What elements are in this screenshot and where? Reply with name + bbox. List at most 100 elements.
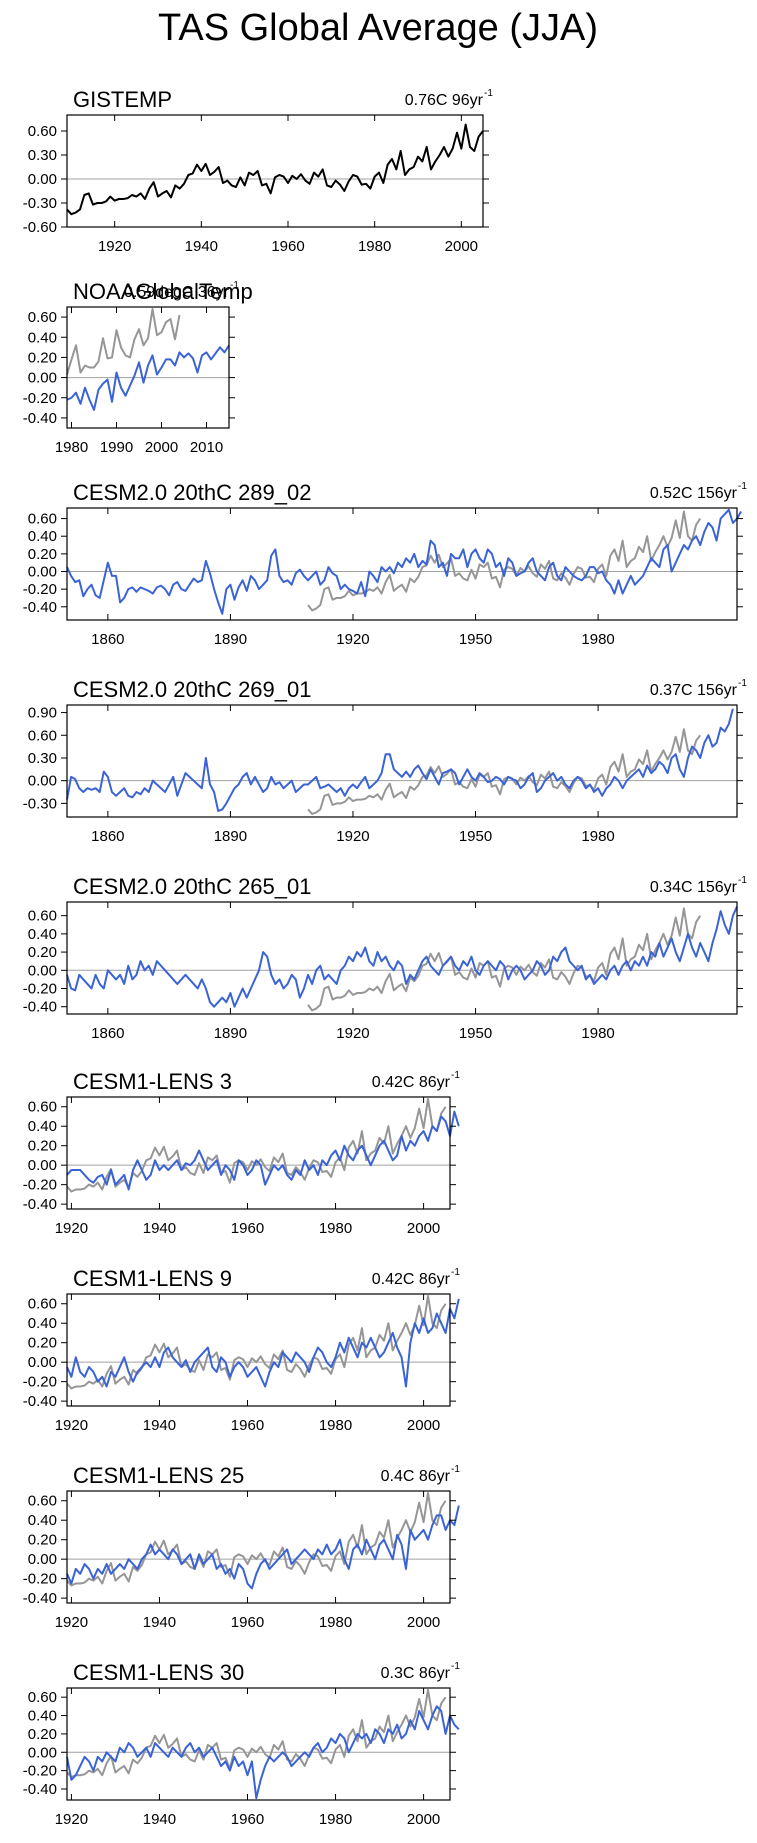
trend-exponent: -1 <box>738 678 747 689</box>
y-tick-label: -0.20 <box>23 1374 57 1391</box>
x-tick-label: 1980 <box>319 1220 352 1237</box>
x-tick-label: 1960 <box>231 1614 264 1631</box>
plot-frame <box>66 114 484 228</box>
plot-frame <box>66 704 738 818</box>
y-tick-label: 0.40 <box>28 1512 57 1529</box>
plot-frame <box>66 507 738 621</box>
y-tick-label: -0.40 <box>23 1781 57 1798</box>
plot-frame <box>66 306 230 429</box>
x-tick-label: 1860 <box>91 631 124 648</box>
trend-exponent: -1 <box>451 1661 460 1672</box>
trend-label: 0.59degC 36yr <box>124 284 230 301</box>
y-tick-label: 0.20 <box>28 944 57 961</box>
x-tick-label: 1940 <box>143 1417 176 1434</box>
x-tick-label: 1980 <box>581 828 614 845</box>
series-line-observed <box>66 123 484 216</box>
series-line-model <box>66 1705 460 1800</box>
series-line-reference <box>66 1688 447 1779</box>
x-tick-label: 2000 <box>407 1811 440 1828</box>
chart-title: CESM1-LENS 9 <box>73 1266 232 1291</box>
x-tick-label: 1860 <box>91 828 124 845</box>
x-tick-label: 1920 <box>336 631 369 648</box>
x-tick-label: 1920 <box>55 1220 88 1237</box>
y-tick-label: 0.20 <box>28 1726 57 1743</box>
trend-exponent: -1 <box>230 280 239 291</box>
x-tick-label: 2000 <box>407 1614 440 1631</box>
y-tick-label: -0.20 <box>23 581 57 598</box>
x-tick-label: 1980 <box>55 439 88 456</box>
y-tick-label: 0.00 <box>28 1354 57 1371</box>
x-tick-label: 1980 <box>319 1417 352 1434</box>
plot-frame <box>66 901 738 1015</box>
x-tick-label: 1960 <box>271 238 304 255</box>
chart-panel-8: CESM1-LENS 25 0.4C 86yr -1 1920 1940 1960 1980… <box>23 1463 461 1631</box>
trend-label: 0.3C 86yr <box>381 1665 451 1682</box>
y-tick-label: 0.20 <box>28 1532 57 1549</box>
y-tick-label: 0.00 <box>28 962 57 979</box>
x-tick-label: 1980 <box>319 1811 352 1828</box>
series-line-model <box>66 1110 460 1191</box>
chart-panel-7: CESM1-LENS 9 0.42C 86yr -1 1920 1940 1960 1980… <box>23 1266 461 1434</box>
y-tick-label: -0.60 <box>23 219 57 236</box>
chart-title: CESM1-LENS 3 <box>73 1069 232 1094</box>
x-tick-label: 1920 <box>55 1614 88 1631</box>
x-tick-label: 1860 <box>91 1025 124 1042</box>
y-tick-label: 0.20 <box>28 349 57 366</box>
plot-frame <box>66 1687 451 1801</box>
trend-exponent: -1 <box>484 88 493 99</box>
series-line-model <box>66 906 738 1008</box>
y-tick-label: 0.30 <box>28 147 57 164</box>
x-tick-label: 1960 <box>231 1417 264 1434</box>
x-tick-label: 1890 <box>214 828 247 845</box>
series-line-model <box>66 344 230 411</box>
trend-label: 0.42C 86yr <box>372 1074 451 1091</box>
y-tick-label: 0.30 <box>28 750 57 767</box>
chart-panel-9: CESM1-LENS 30 0.3C 86yr -1 1920 1940 1960 1980… <box>23 1660 461 1828</box>
trend-exponent: -1 <box>451 1070 460 1081</box>
trend-label: 0.42C 86yr <box>372 1271 451 1288</box>
x-tick-label: 2000 <box>407 1417 440 1434</box>
series-line-model <box>66 508 742 615</box>
plot-frame <box>66 1293 451 1407</box>
plot-frame <box>66 1490 451 1604</box>
trend-label: 0.76C 96yr <box>405 92 484 109</box>
trend-label: 0.4C 86yr <box>381 1468 451 1485</box>
y-tick-label: 0.00 <box>28 171 57 188</box>
y-tick-label: -0.40 <box>23 410 57 427</box>
chart-title: NOAAGlobalTemp <box>73 279 253 304</box>
series-line-reference <box>66 1294 447 1390</box>
y-tick-label: 0.60 <box>28 511 57 528</box>
chart-title: CESM1-LENS 25 <box>73 1463 244 1488</box>
y-tick-label: 0.00 <box>28 1551 57 1568</box>
series-line-model <box>66 1298 460 1388</box>
x-tick-label: 1920 <box>98 238 131 255</box>
y-tick-label: 0.60 <box>28 1099 57 1116</box>
y-tick-label: 0.00 <box>28 563 57 580</box>
series-line-reference <box>307 728 702 815</box>
x-tick-label: 1940 <box>143 1811 176 1828</box>
x-tick-label: 1950 <box>459 1025 492 1042</box>
chart-panel-3: CESM2.0 20thC 289_02 0.52C 156yr -1 1860 189… <box>23 480 748 648</box>
series-line-reference <box>66 1097 447 1193</box>
y-tick-label: 0.60 <box>28 123 57 140</box>
x-tick-label: 1920 <box>336 1025 369 1042</box>
y-tick-label: -0.40 <box>23 1590 57 1607</box>
y-tick-label: -0.40 <box>23 1196 57 1213</box>
y-tick-label: 0.20 <box>28 1335 57 1352</box>
y-tick-label: 0.60 <box>28 908 57 925</box>
chart-title: CESM2.0 20thC 289_02 <box>73 480 312 505</box>
y-tick-label: 0.40 <box>28 528 57 545</box>
series-line-model <box>66 1505 460 1590</box>
trend-label: 0.34C 156yr <box>650 879 738 896</box>
plot-frame <box>66 1096 451 1210</box>
x-tick-label: 1950 <box>459 828 492 845</box>
y-tick-label: 0.20 <box>28 1138 57 1155</box>
x-tick-label: 1920 <box>336 828 369 845</box>
x-tick-label: 1890 <box>214 631 247 648</box>
series-line-model <box>66 708 734 812</box>
y-tick-label: 0.40 <box>28 1315 57 1332</box>
y-tick-label: -0.20 <box>23 390 57 407</box>
x-tick-label: 2000 <box>145 439 178 456</box>
x-tick-label: 1980 <box>581 631 614 648</box>
